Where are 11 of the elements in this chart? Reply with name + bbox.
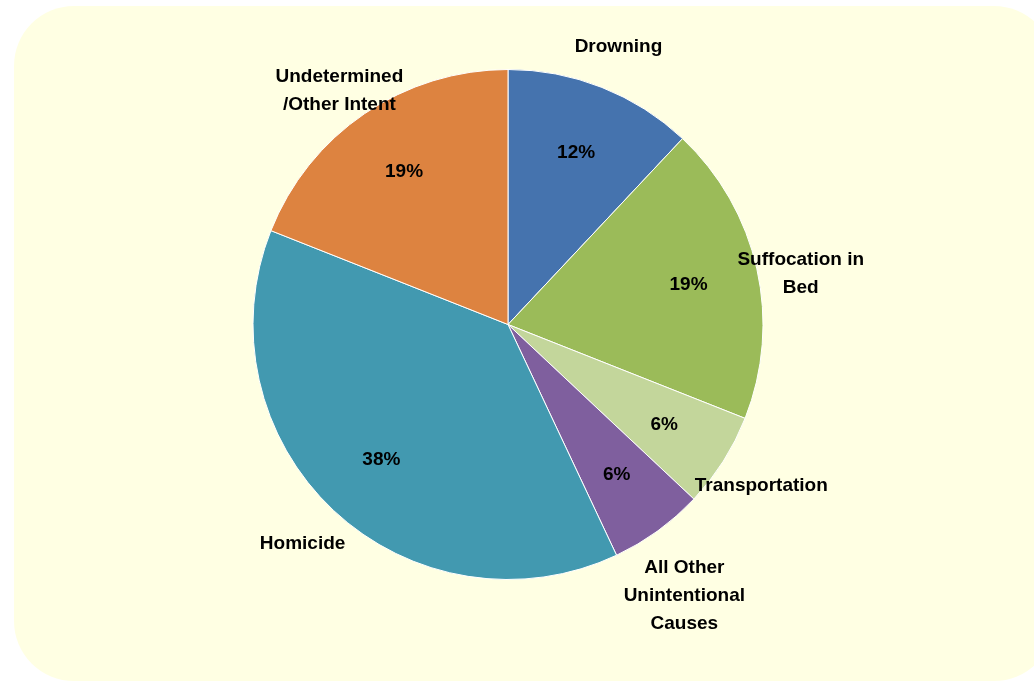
slice-label: Homicide: [259, 532, 346, 554]
slice-label: Suffocation in Bed: [737, 248, 865, 298]
data-label: 6%: [603, 463, 631, 485]
slice-label: Transportation: [694, 474, 828, 496]
data-label: 12%: [557, 141, 596, 163]
slice-label: All Other Unintentional Causes: [623, 556, 746, 634]
slice-label: Drowning: [574, 34, 663, 56]
data-label: 6%: [650, 412, 679, 434]
data-label: 19%: [385, 160, 424, 182]
data-label: 38%: [362, 448, 401, 470]
data-label: 19%: [669, 273, 708, 295]
